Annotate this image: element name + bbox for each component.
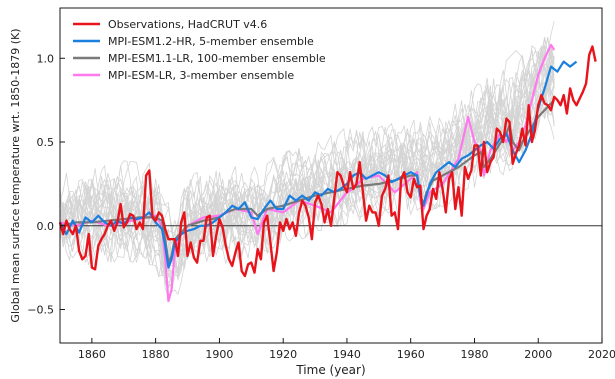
x-tick-label: 1960 bbox=[397, 348, 425, 361]
y-axis-label: Global mean surface temperature wrt. 185… bbox=[9, 28, 22, 322]
series-line-1 bbox=[58, 45, 597, 278]
x-tick-label: 1920 bbox=[269, 348, 297, 361]
y-tick-label: −0.5 bbox=[27, 304, 54, 317]
x-tick-label: 2000 bbox=[524, 348, 552, 361]
y-tick-label: 1.0 bbox=[37, 52, 55, 65]
x-tick-label: 1940 bbox=[333, 348, 361, 361]
y-tick-label: 0.5 bbox=[37, 136, 55, 149]
y-tick-label: 0.0 bbox=[37, 220, 55, 233]
y-axis-ticks: −0.5 0.0 0.5 1.0 bbox=[27, 52, 65, 317]
legend-label-4: MPI-ESM-LR, 3-member ensemble bbox=[108, 69, 294, 82]
x-tick-label: 1860 bbox=[78, 348, 106, 361]
ensemble-member-line bbox=[59, 45, 555, 258]
x-tick-label: 1980 bbox=[460, 348, 488, 361]
ensemble-member-line bbox=[59, 70, 555, 274]
plot-frame bbox=[59, 7, 603, 344]
x-tick-label: 1900 bbox=[205, 348, 233, 361]
series-layer bbox=[58, 43, 597, 303]
legend: Observations, HadCRUT v4.6 MPI-ESM1.2-HR,… bbox=[73, 18, 326, 82]
legend-label-2: MPI-ESM1.2-HR, 5-member ensemble bbox=[108, 35, 314, 48]
x-tick-label: 2020 bbox=[588, 348, 615, 361]
legend-label-3: MPI-ESM1.1-LR, 100-member ensemble bbox=[108, 52, 326, 65]
legend-label-1: Observations, HadCRUT v4.6 bbox=[108, 18, 267, 31]
series-line-2 bbox=[59, 60, 578, 269]
x-axis-label: Time (year) bbox=[295, 363, 365, 377]
x-tick-label: 1880 bbox=[142, 348, 170, 361]
ensemble-member-line bbox=[59, 36, 555, 298]
x-axis-ticks: 1860 1880 1900 1920 1940 1960 1980 2000 2020 bbox=[78, 338, 615, 361]
